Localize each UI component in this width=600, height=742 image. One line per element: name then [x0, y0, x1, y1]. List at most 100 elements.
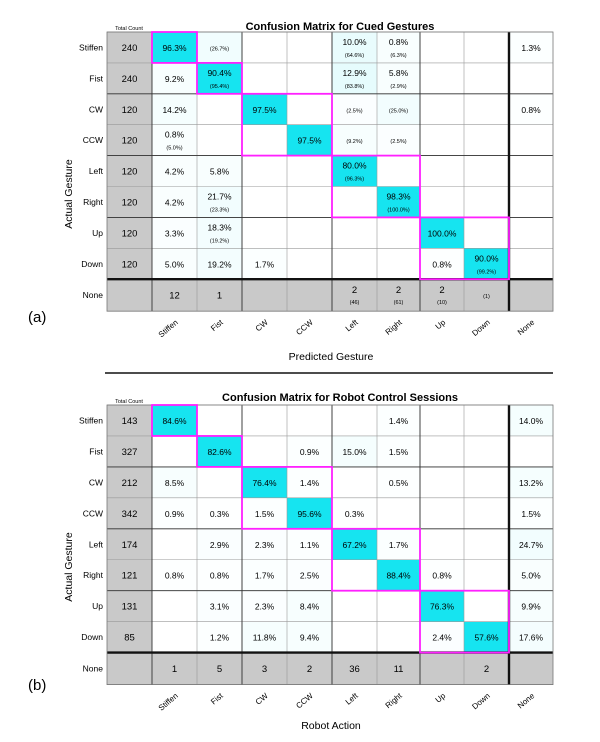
- panel-a-cell-percent: 0.8%: [521, 105, 541, 115]
- panel-b-col-label: Right: [384, 691, 405, 710]
- panel-a-cell-percent: 10.0%: [342, 37, 367, 47]
- panel-a-cell-percent: 12.9%: [342, 68, 367, 78]
- panel-b-matrix-cell: [377, 528, 420, 560]
- panel-a-count-value: 120: [122, 228, 138, 239]
- panel-b-matrix-cell: [197, 497, 242, 529]
- panel-a-cell-percent: 100.0%: [428, 228, 457, 238]
- panel-a-cell-secondary: (96.3%): [345, 177, 364, 183]
- panel-b-matrix-cell: [152, 497, 197, 529]
- panel-b-cell-percent: 2.3%: [255, 602, 275, 612]
- panel-b-matrix-cell: [197, 621, 242, 653]
- panel-a-matrix-cell: [509, 155, 553, 187]
- panel-b-diagonal-cell: [332, 528, 377, 560]
- panel-b-cell-percent: 24.7%: [519, 540, 544, 550]
- panel-a-cell-secondary: (6.3%): [390, 53, 406, 59]
- panel-a-cell-percent: 0.8%: [432, 259, 452, 269]
- panel-a-count-cell: [107, 124, 152, 156]
- panel-a-none-row: [152, 279, 553, 312]
- panel-b-count-value: 212: [122, 478, 138, 489]
- panel-a-matrix-cell: [509, 32, 553, 63]
- panel-a-cell-percent: 4.2%: [165, 197, 185, 207]
- panel-a-cell-percent: 14.2%: [162, 105, 187, 115]
- panel-a-matrix-border: [106, 31, 554, 312]
- panel-a-matrix-cell: [287, 32, 332, 63]
- panel-a-count-cell: [107, 62, 152, 94]
- panel-a-cell-secondary: (2.9%): [390, 84, 406, 90]
- panel-a-cell-percent: 5.0%: [165, 259, 185, 269]
- panel-b-cell-percent: 0.3%: [345, 509, 365, 519]
- panel-a-diagonal-cell: [152, 32, 197, 63]
- panel-a-cell-percent: 90.0%: [474, 253, 499, 263]
- panel-b-cell-percent: 1.4%: [300, 478, 320, 488]
- panel-a-count-cell: [107, 155, 152, 187]
- panel-a-cell-percent: 21.7%: [207, 192, 232, 202]
- panel-a-group-highlight-box: [196, 62, 243, 95]
- panel-b-cell-percent: 2.9%: [210, 540, 230, 550]
- panel-b-count-cell: [107, 405, 152, 436]
- panel-b-panel-label: (b): [28, 677, 46, 694]
- panel-a-matrix-cell: [509, 248, 553, 280]
- panel-a-cell-percent: 97.5%: [252, 105, 277, 115]
- panel-a-none-secondary: (1): [483, 294, 490, 300]
- panel-a-diagonal-cell: [287, 124, 332, 156]
- panel-a-row-label: CW: [89, 104, 103, 114]
- panel-b-none-row: [152, 652, 553, 685]
- panel-b-matrix-cell: [242, 559, 287, 591]
- panel-b-matrix-cell: [242, 621, 287, 653]
- panel-a-diagonal-cell: [332, 155, 377, 187]
- panel-a-diagonal-cell: [242, 93, 287, 125]
- panel-a-count-value: 120: [122, 197, 138, 208]
- panel-b-cell-percent: 76.3%: [430, 602, 455, 612]
- panel-b-row-label: Right: [83, 570, 103, 580]
- panel-a-matrix-cell: [197, 248, 242, 280]
- panel-b-row-label: Down: [81, 632, 103, 642]
- panel-b-diagonal-cell: [152, 405, 197, 436]
- panel-a-none-count: 2: [396, 285, 401, 296]
- panel-b-row-label: Up: [92, 601, 103, 611]
- panel-a-matrix-cell: [242, 124, 287, 156]
- panel-a-cell-secondary: (100.0%): [387, 208, 409, 214]
- panel-a-matrix-cell: [197, 93, 242, 125]
- panel-a-matrix-cell: [197, 32, 242, 63]
- panel-a-count-cell: [107, 248, 152, 280]
- panel-b-cell-percent: 14.0%: [519, 416, 544, 426]
- panel-b-matrix-border: [106, 404, 554, 686]
- panel-a-none-count: 1: [217, 291, 222, 302]
- panel-a-matrix-cell: [509, 93, 553, 125]
- panel-a-cell-secondary: (64.6%): [345, 53, 364, 59]
- panel-b-count-cell: [107, 528, 152, 560]
- panel-a-x-axis-label: Predicted Gesture: [289, 351, 374, 363]
- panel-a-cell-secondary: (2.5%): [390, 139, 406, 145]
- panel-a-panel-label: (a): [28, 309, 46, 326]
- panel-b-y-axis-label: Actual Gesture: [63, 532, 75, 602]
- panel-a-cell-secondary: (83.8%): [345, 84, 364, 90]
- panel-b-matrix-cell: [509, 466, 553, 498]
- panel-a-col-label: CW: [254, 318, 270, 334]
- panel-a-matrix-cell: [242, 217, 287, 249]
- panel-b-none-count: 36: [349, 664, 360, 675]
- panel-b-group-highlight-box: [419, 589, 510, 654]
- panel-b-group-highlight-box: [241, 465, 333, 530]
- panel-a-y-axis-label: Actual Gesture: [63, 159, 75, 229]
- panel-a-cell-secondary: (99.2%): [477, 269, 496, 275]
- panel-a-diagonal-cell: [420, 217, 464, 249]
- panel-a-cell-percent: 0.8%: [165, 130, 185, 140]
- panel-b-matrix-cell: [197, 466, 242, 498]
- panel-a-count-value: 120: [122, 259, 138, 270]
- panel-b-matrix-cell: [332, 621, 377, 653]
- panel-b-matrix-cell: [197, 528, 242, 560]
- panel-b-matrix-cell: [464, 435, 509, 467]
- panel-b-cell-percent: 9.4%: [300, 633, 320, 643]
- panel-a-matrix-cell: [332, 124, 377, 156]
- panel-a-row-label: CCW: [83, 135, 103, 145]
- panel-b-matrix-cell: [377, 405, 420, 436]
- panel-b-cell-percent: 0.8%: [432, 571, 452, 581]
- panel-a-matrix-cell: [152, 248, 197, 280]
- panel-a-group-highlight-box: [331, 154, 421, 219]
- panel-b-cell-percent: 11.8%: [253, 633, 277, 643]
- panel-b-matrix-cell: [242, 528, 287, 560]
- panel-a-col-label: None: [516, 317, 537, 337]
- panel-b-matrix-cell: [287, 621, 332, 653]
- panel-a-matrix-cell: [464, 186, 509, 218]
- panel-a-col-label: Down: [470, 318, 491, 338]
